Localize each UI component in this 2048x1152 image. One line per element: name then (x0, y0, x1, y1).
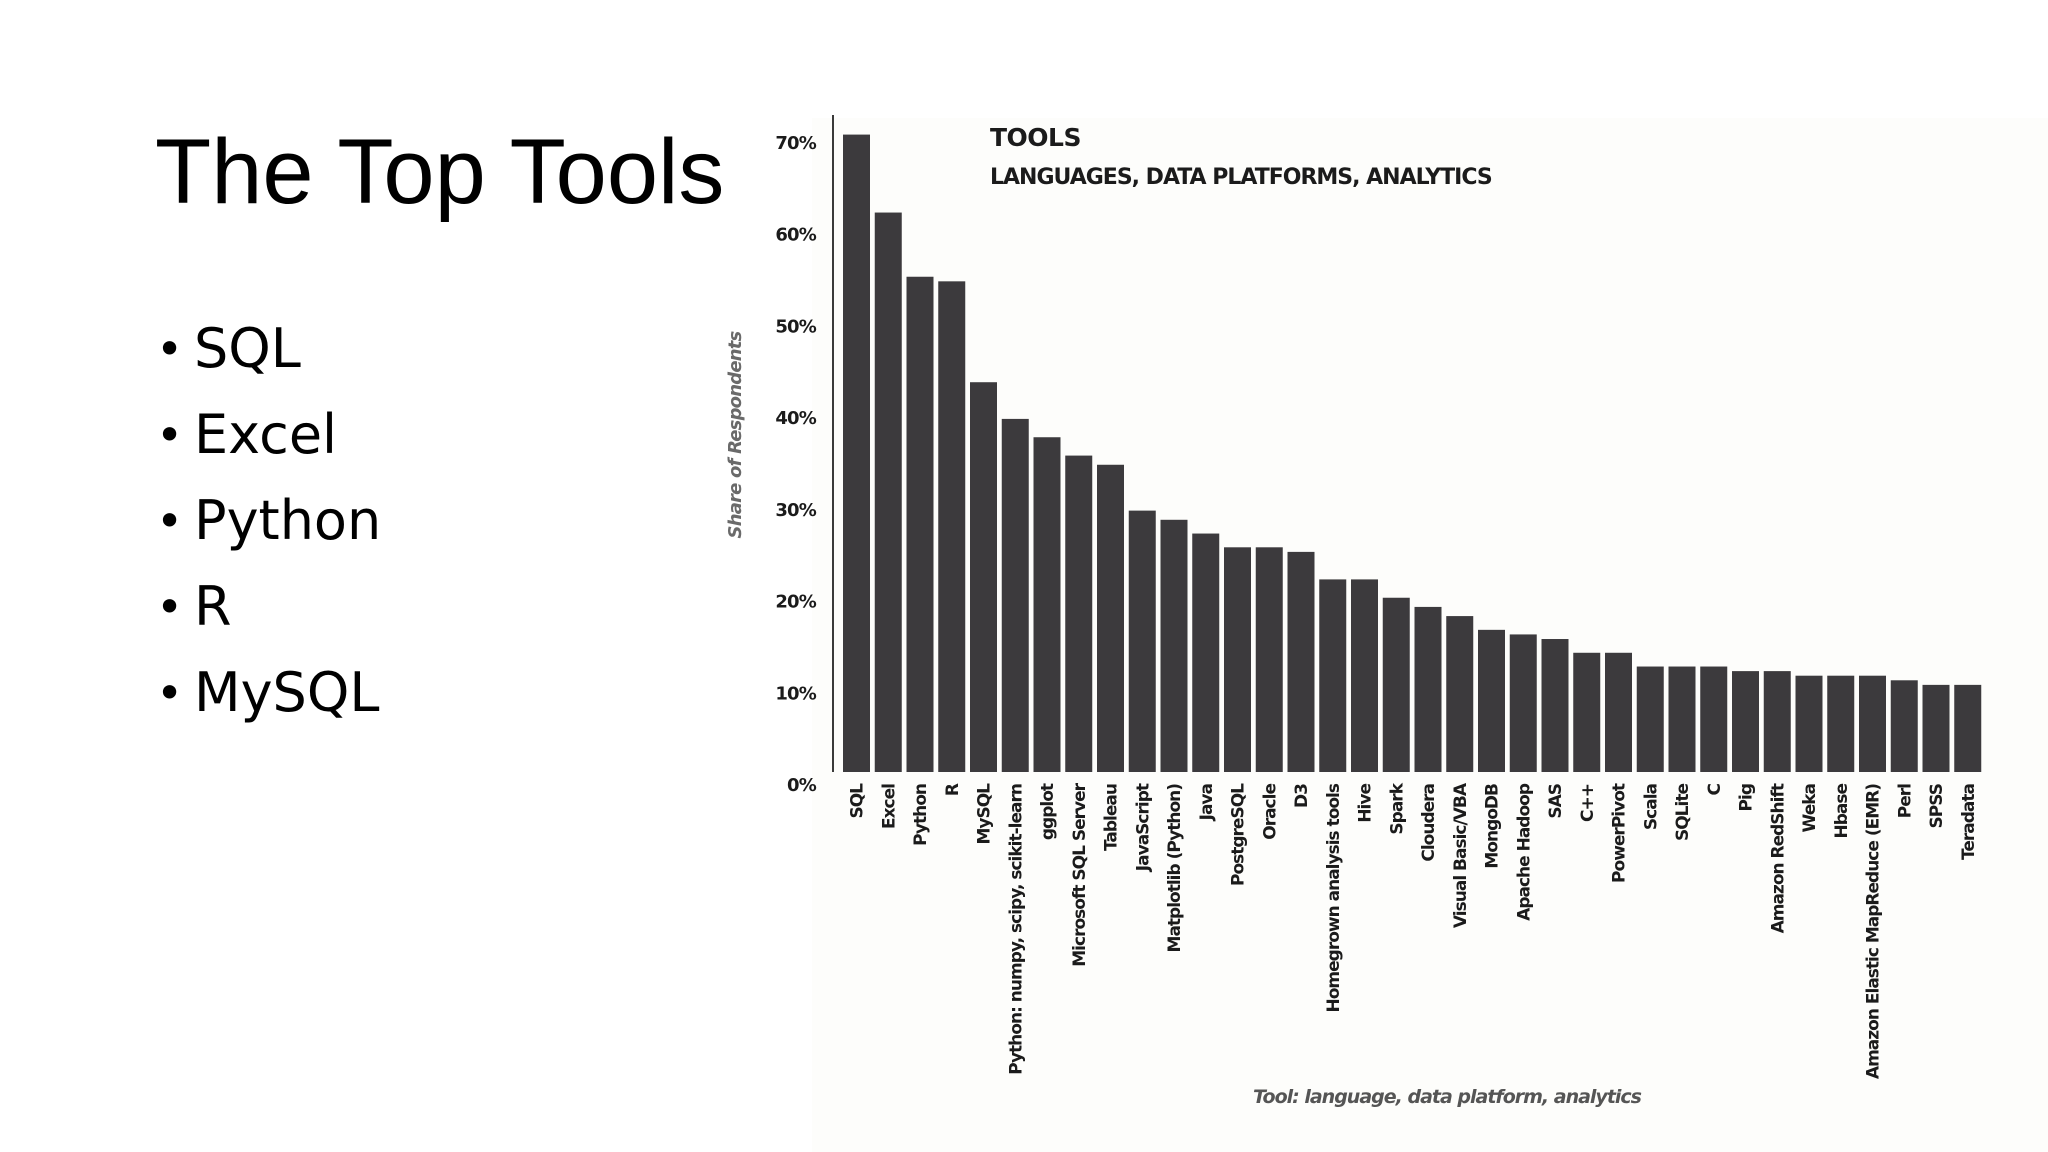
x-tick-label: Perl (1895, 784, 1915, 818)
x-tick-label: Matplotlib (Python) (1165, 784, 1185, 953)
bar (1351, 579, 1378, 772)
chart-title: TOOLS (990, 123, 1081, 152)
bar (1192, 533, 1220, 772)
y-tick-label: 70% (775, 133, 816, 154)
x-tick-label: Hbase (1832, 784, 1852, 839)
bar (1160, 519, 1188, 772)
bar (906, 276, 934, 772)
x-tick-label: Visual Basic/VBA (1451, 782, 1471, 928)
bar (938, 281, 966, 772)
bar (1763, 671, 1791, 772)
bar (1065, 455, 1093, 772)
x-tick-label: Pig (1737, 784, 1757, 811)
bullet-dot-icon: • (156, 494, 184, 548)
x-tick-label: Amazon RedShift (1768, 783, 1788, 933)
bullet-text: SQL (194, 317, 301, 380)
y-tick-label: 50% (775, 316, 816, 337)
bar (1859, 675, 1886, 772)
bullet-dot-icon: • (156, 322, 184, 376)
x-tick-label: Hive (1356, 784, 1376, 823)
x-tick-label: Tableau (1102, 784, 1122, 851)
x-tick-label: Java (1197, 783, 1217, 821)
x-tick-label: Cloudera (1419, 783, 1439, 861)
bar (1033, 437, 1061, 772)
bar-series (843, 134, 1982, 773)
x-tick-label: JavaScript (1133, 783, 1153, 872)
x-tick-label: SAS (1546, 784, 1566, 819)
y-axis-ticks: 0% 10% 20% 30% 40% 50% 60% 70% (775, 133, 817, 796)
bar (1732, 671, 1759, 772)
bar (1827, 675, 1855, 772)
x-tick-label: SPSS (1927, 784, 1947, 828)
x-tick-label: C (1705, 783, 1725, 795)
bar (970, 382, 997, 772)
bar (1255, 547, 1283, 772)
x-tick-label: PostgreSQL (1229, 783, 1249, 886)
x-tick-label: Apache Hadoop (1514, 783, 1534, 921)
x-tick-label: PowerPivot (1610, 783, 1630, 883)
x-tick-label: C++ (1578, 784, 1598, 822)
x-axis-ticks: SQL Excel Python R MySQL Python: numpy, scipy… (848, 782, 1979, 1079)
bar (1700, 666, 1728, 772)
bar (1224, 547, 1251, 772)
bar (1605, 652, 1632, 772)
x-tick-label: Amazon Elastic MapReduce (EMR) (1864, 784, 1884, 1079)
bar (1414, 606, 1442, 772)
bar (1382, 597, 1410, 772)
x-tick-label: Weka (1800, 783, 1820, 832)
bar (843, 134, 870, 773)
x-tick-label: SQL (848, 783, 868, 819)
x-tick-label: Python: numpy, scipy, scikit-learn (1006, 784, 1026, 1075)
bullet-text: R (194, 575, 232, 638)
bar (1097, 464, 1124, 772)
bullet-text: MySQL (194, 661, 380, 724)
y-axis-label: Share of Respondents (725, 330, 746, 538)
bar (1319, 579, 1347, 772)
y-tick-label: 0% (787, 775, 817, 796)
bullet-text: Excel (194, 403, 338, 466)
y-tick-label: 60% (775, 225, 816, 246)
y-tick-label: 10% (775, 683, 816, 704)
x-tick-label: Oracle (1260, 784, 1280, 840)
x-tick-label: Microsoft SQL Server (1070, 782, 1090, 966)
x-tick-label: Python (911, 784, 931, 846)
x-tick-label: Teradata (1959, 783, 1979, 859)
slide-title: The Top Tools (155, 121, 725, 223)
x-tick-label: ggplot (1038, 783, 1058, 840)
x-tick-label: R (943, 783, 963, 796)
bullet-dot-icon: • (156, 580, 184, 634)
x-tick-label: Homegrown analysis tools (1324, 783, 1344, 1012)
chart-subtitle: LANGUAGES, DATA PLATFORMS, ANALYTICS (990, 165, 1492, 190)
x-tick-label: D3 (1292, 784, 1312, 808)
bullet-dot-icon: • (156, 666, 184, 720)
bar (1890, 680, 1918, 772)
x-tick-label: Excel (879, 784, 899, 829)
bar (1541, 639, 1569, 772)
bar (1478, 629, 1505, 772)
x-tick-label: Spark (1387, 782, 1407, 834)
x-tick-label: MySQL (975, 783, 995, 845)
bar (1922, 684, 1950, 772)
y-tick-label: 40% (775, 408, 816, 429)
bullet-dot-icon: • (156, 408, 184, 462)
x-tick-label: MongoDB (1483, 784, 1503, 869)
bar (1573, 652, 1601, 772)
bar (1795, 675, 1823, 772)
x-tick-label: Scala (1641, 783, 1661, 830)
y-tick-label: 30% (775, 500, 816, 521)
x-tick-label: SQLite (1673, 784, 1693, 841)
bar (1509, 634, 1537, 772)
bar (874, 212, 902, 773)
bar (1636, 666, 1664, 772)
bar (1446, 616, 1474, 772)
bar (1668, 666, 1696, 772)
bar (1287, 551, 1315, 772)
bar (1954, 684, 1982, 772)
bar (1001, 418, 1029, 772)
y-tick-label: 20% (775, 592, 816, 613)
x-axis-label: Tool: language, data platform, analytics (1253, 1086, 1642, 1108)
bar (1128, 510, 1156, 772)
bullet-text: Python (194, 489, 382, 552)
